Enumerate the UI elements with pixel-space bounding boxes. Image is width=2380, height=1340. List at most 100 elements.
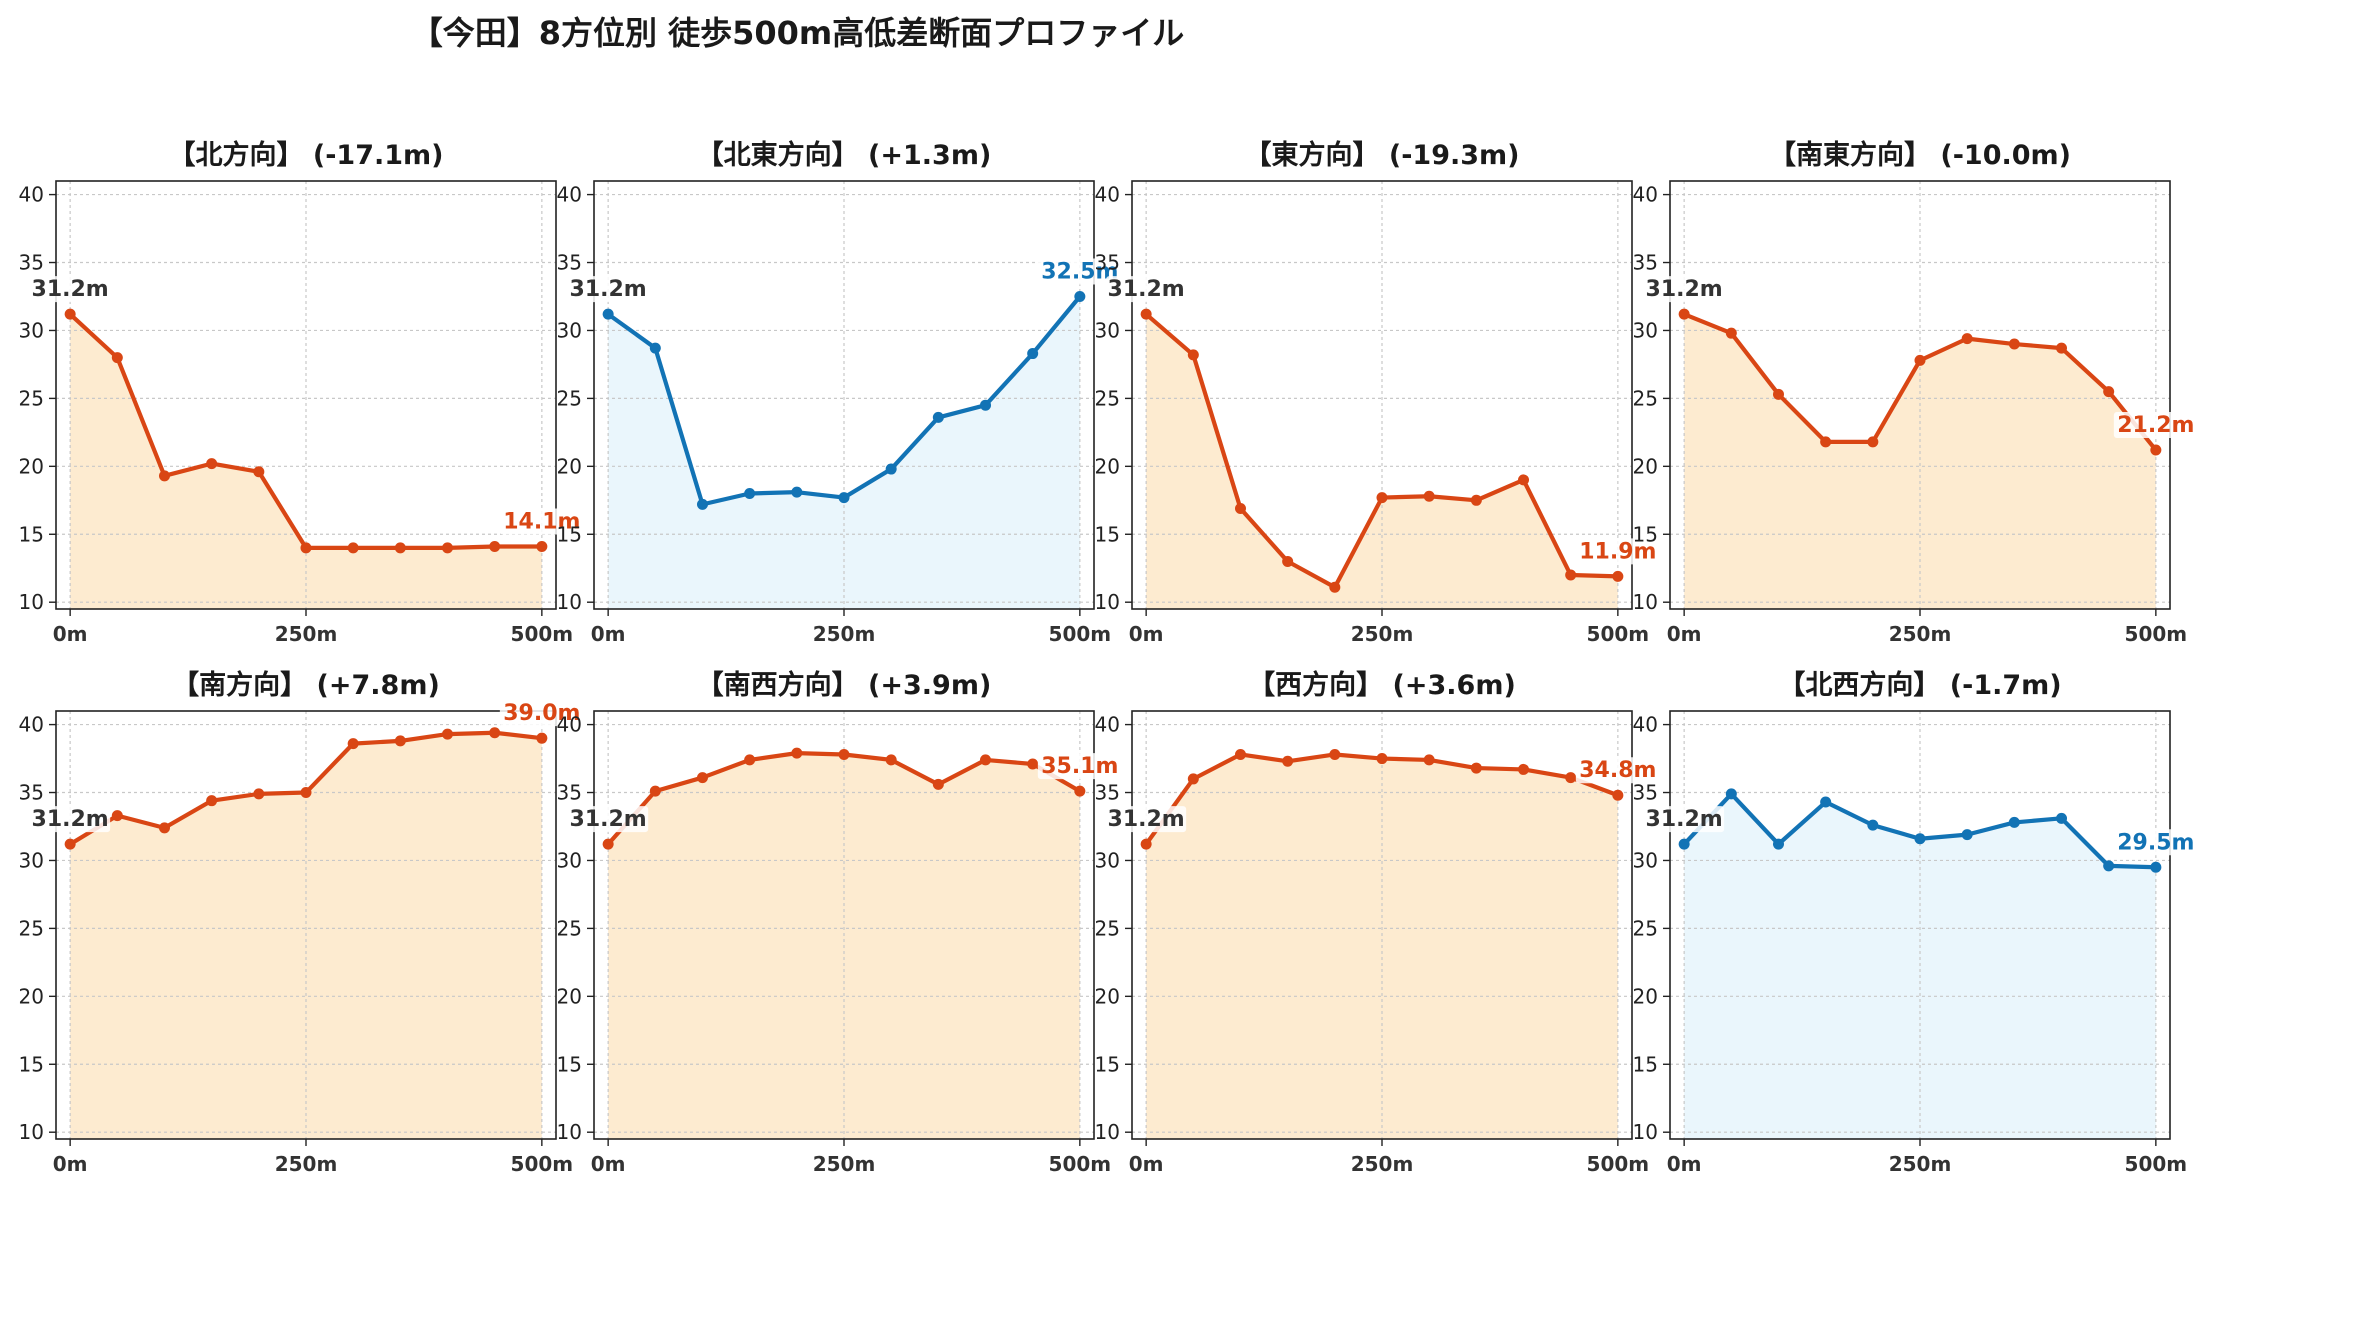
data-point <box>1725 788 1737 800</box>
data-point <box>1518 474 1530 486</box>
y-tick-label: 25 <box>1095 916 1120 940</box>
data-point <box>1376 753 1388 765</box>
data-point <box>1140 308 1152 320</box>
end-label: 34.8m <box>1579 758 1656 783</box>
data-point <box>696 772 708 784</box>
x-tick-label: 0m <box>1667 1152 1702 1176</box>
y-tick-label: 35 <box>19 251 44 275</box>
y-tick-label: 30 <box>1095 318 1120 342</box>
y-tick-label: 15 <box>557 522 582 546</box>
data-point <box>489 540 501 552</box>
data-point <box>1961 829 1973 841</box>
data-point <box>1187 349 1199 361</box>
x-tick-label: 500m <box>511 622 574 646</box>
data-point <box>1678 838 1690 850</box>
area-fill <box>1684 314 2156 609</box>
end-label: 29.5m <box>2117 830 2194 855</box>
end-label-bg <box>1037 753 1122 780</box>
y-tick-label: 15 <box>1095 522 1120 546</box>
data-point <box>791 747 803 759</box>
data-point <box>602 838 614 850</box>
chart-title: 【南西方向】 (+3.9m) <box>697 669 992 701</box>
data-point <box>2056 342 2068 354</box>
data-point <box>394 735 406 747</box>
data-point <box>1772 388 1784 400</box>
y-tick-label: 15 <box>19 1052 44 1076</box>
x-tick-label: 250m <box>275 622 338 646</box>
data-point <box>1820 796 1832 808</box>
data-point <box>1470 494 1482 506</box>
data-point <box>253 466 265 478</box>
end-label-bg <box>1575 757 1660 784</box>
data-point <box>1140 838 1152 850</box>
data-point <box>932 778 944 790</box>
y-tick-label: 20 <box>19 984 44 1008</box>
y-tick-label: 10 <box>1095 1120 1120 1144</box>
y-tick-label: 35 <box>1633 781 1658 805</box>
area-fill <box>70 314 542 609</box>
data-point <box>1725 327 1737 339</box>
chart-title: 【北西方向】 (-1.7m) <box>1778 669 2061 701</box>
y-tick-label: 20 <box>19 454 44 478</box>
start-label-bg <box>568 276 649 303</box>
end-label: 14.1m <box>503 509 580 534</box>
x-tick-label: 0m <box>53 622 88 646</box>
data-point <box>536 732 548 744</box>
data-point <box>442 542 454 554</box>
y-tick-label: 30 <box>19 848 44 872</box>
y-tick-label: 25 <box>1633 386 1658 410</box>
y-tick-label: 10 <box>19 1120 44 1144</box>
y-tick-label: 30 <box>557 318 582 342</box>
chart-title: 【南方向】 (+7.8m) <box>172 669 440 701</box>
data-point <box>1376 492 1388 504</box>
chart-panel-2: 【東方向】 (-19.3m) 10 15 20 25 30 35 40 0m 250m 500m 31… <box>1095 139 1660 646</box>
data-point <box>885 754 897 766</box>
data-point <box>1027 348 1039 360</box>
data-point <box>158 470 170 482</box>
y-tick-label: 10 <box>1095 590 1120 614</box>
y-tick-label: 20 <box>1095 984 1120 1008</box>
y-tick-label: 40 <box>1633 183 1658 207</box>
y-tick-label: 25 <box>557 386 582 410</box>
area-fill <box>608 296 1080 609</box>
data-point <box>111 810 123 822</box>
x-tick-label: 250m <box>813 1152 876 1176</box>
data-point <box>300 787 312 799</box>
area-fill <box>1146 314 1618 609</box>
y-tick-label: 10 <box>19 590 44 614</box>
start-label-bg <box>1106 276 1187 303</box>
chart-title: 【東方向】 (-19.3m) <box>1244 139 1519 171</box>
y-tick-label: 15 <box>1095 1052 1120 1076</box>
data-point <box>1282 555 1294 567</box>
y-tick-label: 35 <box>1095 781 1120 805</box>
data-point <box>1187 773 1199 785</box>
start-label-bg <box>1644 806 1725 833</box>
x-tick-label: 250m <box>1351 622 1414 646</box>
chart-panel-0: 【北方向】 (-17.1m) 10 15 20 25 30 35 40 0m 250m 500m 31… <box>19 139 584 646</box>
y-tick-label: 10 <box>1633 1120 1658 1144</box>
data-point <box>649 342 661 354</box>
data-point <box>838 492 850 504</box>
data-point <box>602 308 614 320</box>
start-label-bg <box>1644 276 1725 303</box>
data-point <box>744 488 756 500</box>
chart-title: 【西方向】 (+3.6m) <box>1248 669 1516 701</box>
y-tick-label: 30 <box>1633 848 1658 872</box>
start-label-bg <box>568 806 649 833</box>
x-tick-label: 0m <box>53 1152 88 1176</box>
chart-title: 【南東方向】 (-10.0m) <box>1769 139 2071 171</box>
data-point <box>1772 838 1784 850</box>
x-tick-label: 500m <box>1587 1152 1650 1176</box>
data-point <box>111 352 123 364</box>
y-tick-label: 40 <box>1095 713 1120 737</box>
y-tick-label: 25 <box>557 916 582 940</box>
data-point <box>1027 758 1039 770</box>
data-point <box>2103 860 2115 872</box>
end-label: 39.0m <box>503 701 580 726</box>
x-tick-label: 0m <box>591 1152 626 1176</box>
data-point <box>2103 386 2115 398</box>
y-tick-label: 35 <box>557 251 582 275</box>
y-tick-label: 30 <box>1633 318 1658 342</box>
x-tick-label: 250m <box>1889 622 1952 646</box>
end-label: 35.1m <box>1041 754 1118 779</box>
